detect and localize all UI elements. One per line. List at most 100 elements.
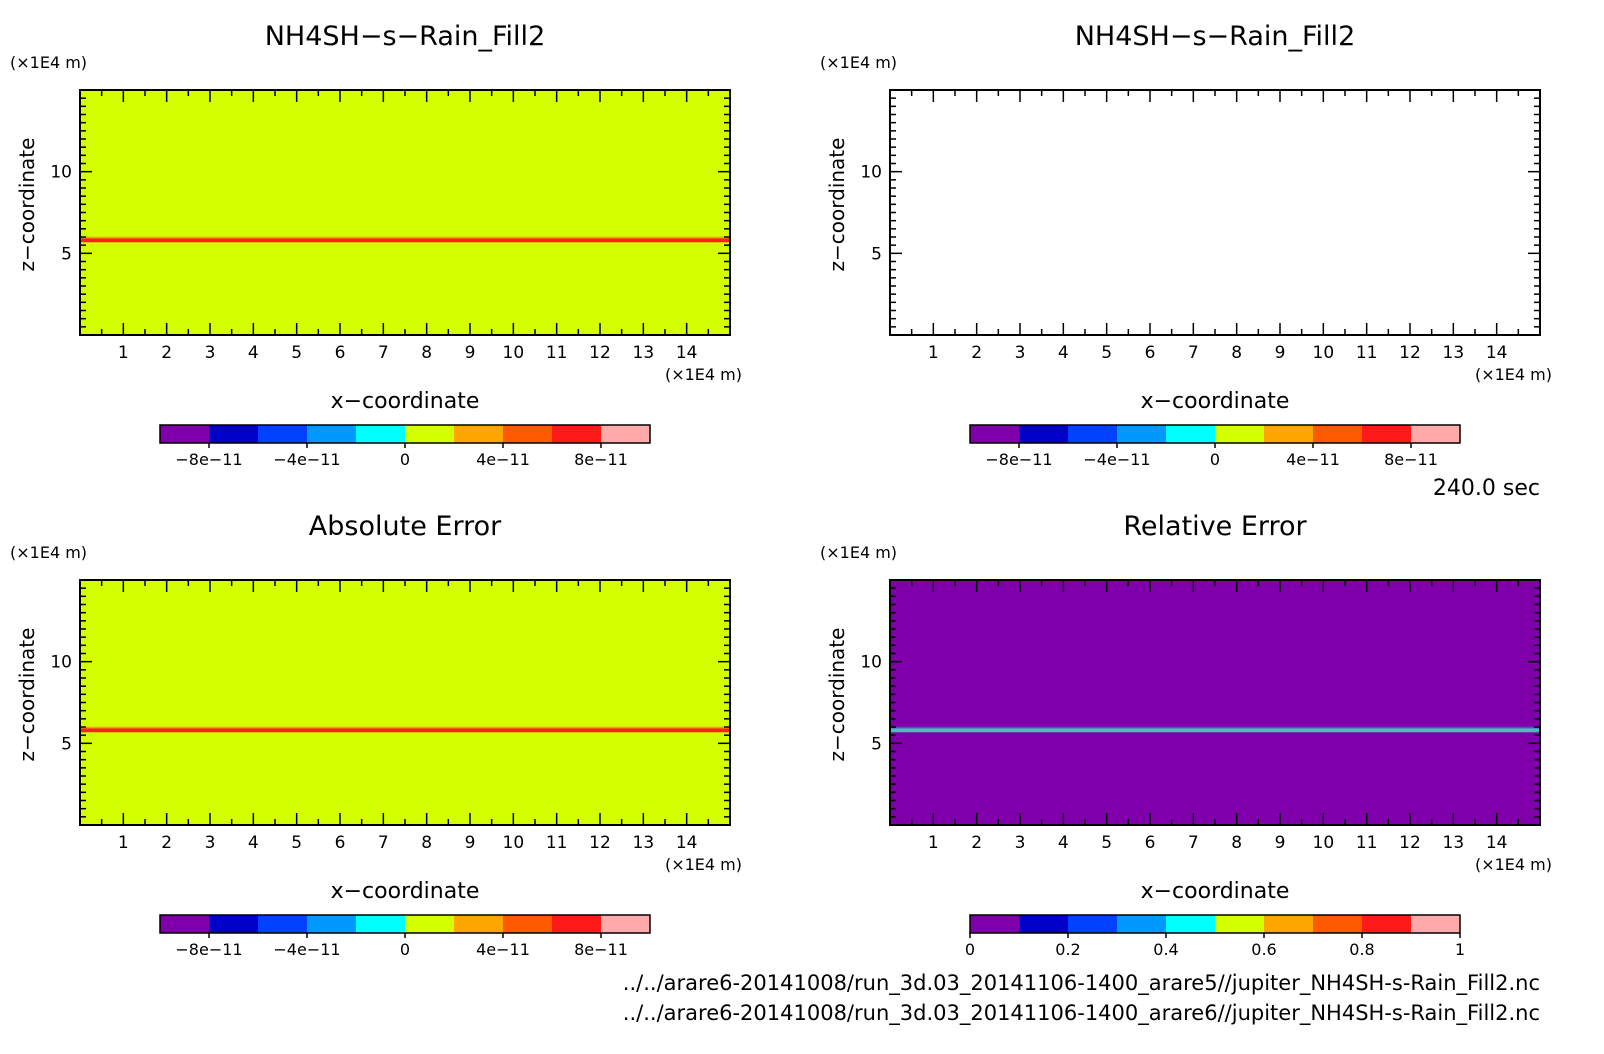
- chart-title: NH4SH−s−Rain_Fill2: [265, 21, 546, 52]
- x-tick-label: 4: [248, 343, 259, 363]
- x-tick-label: 11: [1356, 343, 1378, 363]
- x-tick-label: 10: [1313, 343, 1335, 363]
- x-tick-label: 13: [1443, 343, 1465, 363]
- colorbar-segment: [307, 425, 357, 443]
- x-tick-label: 7: [1188, 343, 1199, 363]
- colorbar-segment: [970, 425, 1020, 443]
- colorbar-segment: [160, 915, 210, 933]
- x-tick-label: 5: [1101, 343, 1112, 363]
- y-unit-label: (×1E4 m): [10, 543, 87, 562]
- colorbar-tick-label: 8e−11: [574, 940, 628, 959]
- x-tick-label: 14: [1486, 343, 1508, 363]
- x-tick-label: 10: [503, 833, 525, 853]
- colorbar-tick-label: 0.6: [1251, 940, 1276, 959]
- colorbar-tick-label: 8e−11: [574, 450, 628, 469]
- x-tick-label: 2: [161, 343, 172, 363]
- x-tick-label: 2: [971, 833, 982, 853]
- x-tick-label: 4: [1058, 833, 1069, 853]
- x-tick-label: 3: [205, 343, 216, 363]
- colorbar-segment: [601, 915, 651, 933]
- colorbar-segment: [503, 915, 553, 933]
- x-tick-label: 8: [1231, 343, 1242, 363]
- y-tick-label: 5: [871, 734, 882, 754]
- colorbar-segment: [1019, 425, 1069, 443]
- x-tick-label: 10: [1313, 833, 1335, 853]
- chart-panel-4: Relative Error(×1E4 m)1 2 3 4 5 6 7 8 9 10 11 12 13 1…: [820, 511, 1552, 959]
- colorbar-segment: [1019, 915, 1069, 933]
- x-tick-label: 6: [1145, 833, 1156, 853]
- colorbar-segment: [1264, 915, 1314, 933]
- x-tick-label: 9: [465, 343, 476, 363]
- colorbar-tick-label: 8e−11: [1384, 450, 1438, 469]
- x-unit-label: (×1E4 m): [665, 855, 742, 874]
- colorbar-segment: [1362, 425, 1412, 443]
- x-tick-label: 5: [291, 343, 302, 363]
- colorbar-segment: [1313, 425, 1363, 443]
- y-tick-label: 10: [50, 163, 72, 183]
- colorbar-segment: [1362, 915, 1412, 933]
- colorbar-tick-label: −4e−11: [273, 450, 340, 469]
- x-tick-label: 3: [205, 833, 216, 853]
- colorbar-tick-label: 0: [400, 940, 410, 959]
- colorbar-segment: [1411, 915, 1461, 933]
- x-axis-label: x−coordinate: [331, 879, 480, 904]
- colorbar-segment: [160, 425, 210, 443]
- y-tick-label: 10: [860, 163, 882, 183]
- colorbar-segment: [1068, 425, 1118, 443]
- heatmap-band-1: [890, 728, 1540, 733]
- y-axis-label: z−coordinate: [825, 628, 849, 762]
- heatmap-field: [80, 90, 730, 335]
- colorbar-segment: [356, 915, 406, 933]
- colorbar-tick-label: −8e−11: [175, 940, 242, 959]
- colorbar-segment: [209, 915, 259, 933]
- colorbar-segment: [405, 915, 455, 933]
- y-tick-label: 10: [50, 653, 72, 673]
- colorbar-segment: [601, 425, 651, 443]
- x-tick-label: 12: [589, 343, 611, 363]
- y-axis-label: z−coordinate: [15, 628, 39, 762]
- colorbar-tick-label: 0.2: [1055, 940, 1080, 959]
- colorbar-tick-label: 0: [1210, 450, 1220, 469]
- x-tick-label: 4: [248, 833, 259, 853]
- x-tick-label: 5: [291, 833, 302, 853]
- colorbar-segment: [258, 425, 308, 443]
- colorbar-segment: [1313, 915, 1363, 933]
- colorbar-segment: [1215, 425, 1265, 443]
- y-tick-label: 10: [860, 653, 882, 673]
- chart-panel-1: NH4SH−s−Rain_Fill2(×1E4 m)1 2 3 4 5 6 7 8 9 10 11 1…: [10, 21, 742, 469]
- x-tick-label: 1: [118, 343, 129, 363]
- chart-title: Relative Error: [1123, 511, 1307, 542]
- colorbar-segment: [1117, 915, 1167, 933]
- footer-file-2: ../../arare6-20141008/run_3d.03_20141106…: [623, 1001, 1540, 1026]
- colorbar-segment: [1215, 915, 1265, 933]
- x-unit-label: (×1E4 m): [1475, 365, 1552, 384]
- chart-title: Absolute Error: [309, 511, 502, 542]
- x-tick-label: 9: [465, 833, 476, 853]
- chart-panel-2: NH4SH−s−Rain_Fill2(×1E4 m)1 2 3 4 5 6 7 8 9 10 11 1…: [820, 21, 1552, 469]
- x-tick-label: 2: [971, 343, 982, 363]
- colorbar-tick-label: −8e−11: [175, 450, 242, 469]
- x-tick-label: 9: [1275, 343, 1286, 363]
- y-tick-label: 5: [871, 244, 882, 264]
- heatmap-field: [890, 90, 1540, 335]
- x-tick-label: 2: [161, 833, 172, 853]
- x-tick-label: 6: [335, 343, 346, 363]
- colorbar-segment: [970, 915, 1020, 933]
- x-tick-label: 7: [1188, 833, 1199, 853]
- colorbar-segment: [1411, 425, 1461, 443]
- x-tick-label: 4: [1058, 343, 1069, 363]
- colorbar-tick-label: 0: [965, 940, 975, 959]
- x-tick-label: 14: [676, 833, 698, 853]
- colorbar-segment: [1068, 915, 1118, 933]
- y-axis-label: z−coordinate: [15, 138, 39, 272]
- colorbar-tick-label: 4e−11: [1286, 450, 1340, 469]
- x-tick-label: 11: [1356, 833, 1378, 853]
- y-tick-label: 5: [61, 244, 72, 264]
- colorbar-segment: [258, 915, 308, 933]
- x-tick-label: 13: [1443, 833, 1465, 853]
- colorbar-frame: [969, 914, 1461, 934]
- x-tick-label: 13: [633, 343, 655, 363]
- colorbar-segment: [405, 425, 455, 443]
- x-tick-label: 8: [421, 343, 432, 363]
- heatmap-band-1: [80, 238, 730, 243]
